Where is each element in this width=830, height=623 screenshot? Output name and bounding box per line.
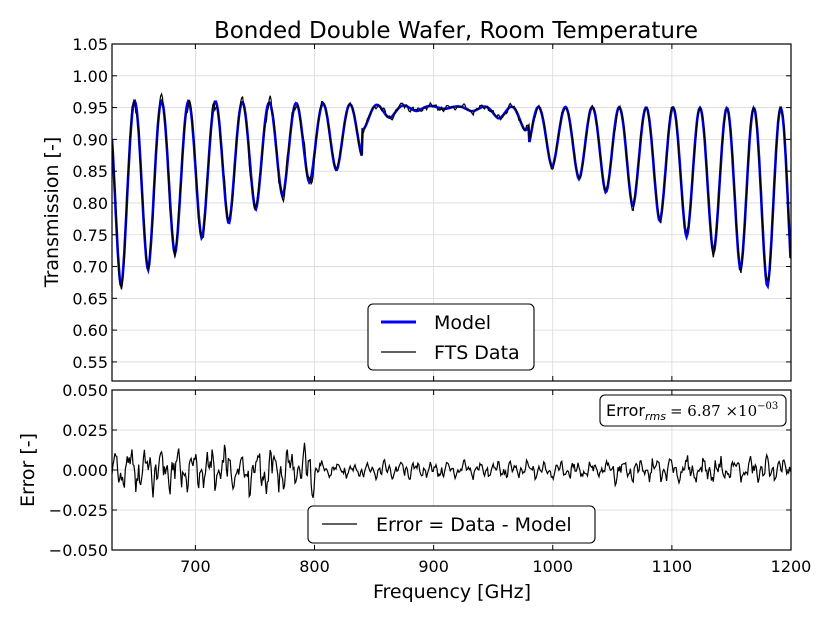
transmission-panel: 0.55 0.60 0.65 0.70 0.75 0.80 0.85 0.90 0.95 1.00… [41,18,792,382]
transmission-y-tick-label: 0.55 [72,353,108,372]
transmission-y-tick-label: 1.05 [72,35,108,54]
error-series [111,442,792,499]
transmission-y-tick-label: 0.95 [72,99,108,118]
transmission-y-tick-label: 0.60 [72,321,108,340]
x-tick-label: 700 [180,557,211,576]
transmission-y-tick-label: 0.65 [72,289,108,308]
error-y-label: Error [-] [17,433,39,507]
x-tick-label: 1000 [532,557,573,576]
transmission-axes-frame [111,43,792,382]
chart-title: Bonded Double Wafer, Room Temperature [214,18,698,44]
rms-subscript: rms [645,410,666,423]
transmission-y-tick-label: 0.90 [72,130,108,149]
transmission-series [112,92,791,290]
error-legend: Error = Data - Model [307,505,596,544]
transmission-y-tick-label: 0.85 [72,162,108,181]
transmission-y-tick-label: 0.75 [72,226,108,245]
rms-value: = 6.87 ×10 [670,402,757,420]
legend-label-fts-data: FTS Data [434,342,520,364]
transmission-y-ticks: 0.55 0.60 0.65 0.70 0.75 0.80 0.85 0.90 0.95 1.00… [72,35,791,372]
transmission-legend: Model FTS Data [367,303,535,371]
transmission-y-tick-label: 1.00 [72,67,108,86]
legend-label-error: Error = Data - Model [376,514,572,536]
rms-exponent: −03 [757,401,778,412]
error-y-tick-label: −0.025 [49,501,108,520]
series-line-error [111,442,792,499]
error-legend-box [307,505,596,544]
error-y-tick-label: 0.050 [62,381,108,400]
error-panel: −0.050 −0.025 0.000 0.025 0.050 700 800 900 100… [17,44,811,603]
transmission-y-label: Transmission [-] [41,137,63,288]
error-y-tick-label: −0.050 [49,541,108,560]
x-tick-label: 900 [418,557,449,576]
x-tick-label: 800 [299,557,330,576]
series-line-fts-data [112,92,791,290]
x-tick-label: 1200 [771,557,812,576]
rms-label: Error [606,401,645,420]
rms-annotation: Errorrms = 6.87 ×10−03 [599,394,787,427]
error-y-tick-label: 0.025 [62,421,108,440]
rms-annotation-text: Errorrms = 6.87 ×10−03 [606,401,778,423]
error-y-tick-label: 0.000 [62,461,108,480]
x-axis-label: Frequency [GHz] [373,581,531,603]
transmission-y-tick-label: 0.80 [72,194,108,213]
transmission-y-tick-label: 0.70 [72,258,108,277]
error-y-ticks: −0.050 −0.025 0.000 0.025 0.050 [49,381,791,560]
x-tick-label: 1100 [652,557,693,576]
x-axis-ticks: 700 800 900 1000 1100 1200 [180,44,811,576]
legend-label-model: Model [434,312,491,334]
rms-annotation-box [599,394,787,427]
